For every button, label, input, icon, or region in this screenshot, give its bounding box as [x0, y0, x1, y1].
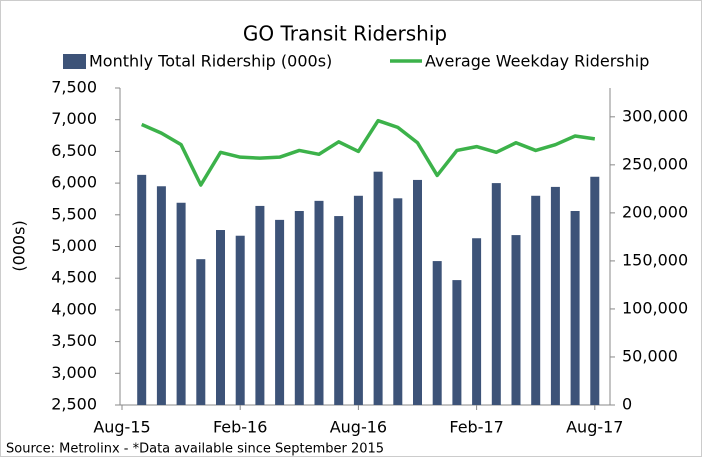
- y-tick-label: 2,500: [51, 395, 97, 414]
- legend-swatch: [63, 54, 86, 69]
- chart-title: GO Transit Ridership: [243, 22, 447, 46]
- x-tick-label: Aug-16: [330, 418, 387, 437]
- y-tick-label: 6,500: [51, 141, 97, 160]
- bar: [452, 280, 462, 405]
- source-note: Source: Metrolinx - *Data available sinc…: [6, 442, 384, 457]
- y-tick-label: 3,000: [51, 363, 97, 382]
- bar: [235, 235, 245, 405]
- bar: [137, 174, 147, 405]
- bar: [393, 198, 403, 405]
- x-tick-label: Aug-17: [566, 418, 623, 437]
- x-tick-label: Aug-15: [93, 418, 150, 437]
- bar: [590, 176, 600, 405]
- y-tick-label: 7,500: [51, 78, 97, 97]
- bar: [294, 210, 304, 405]
- bar: [491, 183, 501, 405]
- y2-tick-label: 50,000: [622, 346, 678, 365]
- bar: [353, 195, 363, 405]
- y2-tick-label: 100,000: [622, 298, 688, 317]
- bar: [334, 216, 344, 405]
- y2-tick-label: 0: [622, 395, 632, 414]
- bar: [531, 195, 541, 405]
- bar: [196, 259, 206, 405]
- bar: [314, 200, 324, 405]
- bar: [176, 202, 186, 405]
- x-tick-label: Feb-17: [449, 418, 503, 437]
- bar: [275, 219, 285, 405]
- y-axis-label: (000s): [10, 220, 29, 271]
- bar: [216, 230, 225, 405]
- y2-tick-label: 150,000: [622, 250, 688, 269]
- y-tick-label: 4,000: [51, 299, 97, 318]
- bar: [472, 238, 482, 405]
- bar: [570, 210, 580, 405]
- legend-label: Average Weekday Ridership: [425, 52, 649, 71]
- legend-label: Monthly Total Ridership (000s): [89, 52, 332, 71]
- bar: [413, 179, 422, 405]
- y-tick-label: 4,500: [51, 268, 97, 287]
- bar: [432, 261, 442, 405]
- y-tick-label: 6,000: [51, 173, 97, 192]
- y-tick-label: 7,000: [51, 109, 97, 128]
- y-tick-label: 3,500: [51, 331, 97, 350]
- x-tick-label: Feb-16: [213, 418, 267, 437]
- line: [140, 118, 596, 187]
- bar: [550, 186, 560, 405]
- y-tick-label: 5,500: [51, 204, 97, 223]
- bar: [156, 186, 166, 405]
- bar: [373, 171, 383, 405]
- y2-tick-label: 300,000: [622, 106, 688, 125]
- bar: [511, 235, 521, 405]
- bar: [255, 205, 265, 405]
- y-tick-label: 5,000: [51, 236, 97, 255]
- y2-tick-label: 200,000: [622, 202, 688, 221]
- y2-tick-label: 250,000: [622, 154, 688, 173]
